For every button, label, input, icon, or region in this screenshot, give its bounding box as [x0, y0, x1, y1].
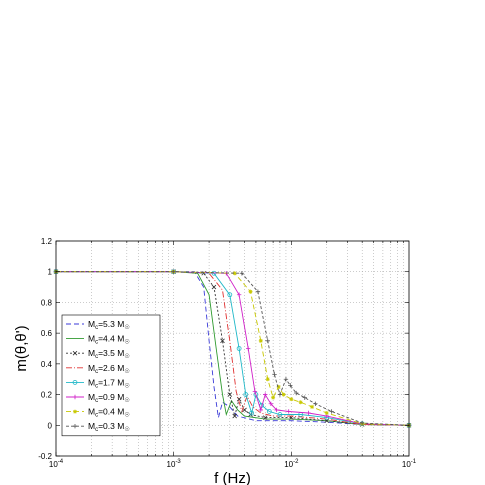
data-point-marker	[263, 392, 268, 397]
data-point-marker	[265, 377, 270, 382]
y-tick-label: 0	[48, 421, 53, 430]
legend-entry-label: Mc=4.4 M☉	[88, 334, 130, 346]
data-point-marker	[266, 409, 272, 414]
x-tick-label: 10-2	[284, 459, 299, 469]
data-point-marker	[329, 409, 334, 414]
data-point-marker	[236, 346, 242, 351]
legend-entry-label: Mc=3.5 M☉	[88, 348, 130, 360]
data-point-marker	[72, 379, 78, 385]
series-7	[54, 269, 411, 428]
data-point-marker	[249, 410, 255, 416]
y-tick-label: 0.4	[41, 360, 53, 369]
data-point-marker	[274, 407, 279, 413]
series-line	[56, 271, 410, 426]
data-point-marker	[277, 412, 283, 417]
data-point-marker	[220, 338, 225, 344]
legend-entry-label: Mc=5.3 M☉	[88, 319, 130, 331]
data-point-marker	[236, 292, 242, 297]
data-point-marker	[73, 409, 77, 414]
plot-frame	[55, 240, 410, 457]
y-axis-label: m(θ,θ')	[13, 325, 30, 371]
series-line	[56, 271, 410, 426]
data-point-marker	[72, 350, 78, 356]
legend-entry-label: Mc=0.4 M☉	[88, 407, 130, 419]
data-point-marker	[255, 289, 261, 294]
y-tick-labels: -0.2 0 0.2 0.4 0.6 0.8 1 1.2	[38, 237, 52, 461]
data-point-marker	[253, 392, 259, 397]
data-point-marker	[359, 420, 365, 426]
data-point-marker	[246, 346, 251, 351]
data-point-marker	[271, 395, 276, 400]
legend: Mc=5.3 M☉ Mc=4.4 M☉ Mc=3.5 M☉ Mc=2.6 M☉ Mc=1…	[61, 314, 161, 437]
data-point-marker	[232, 271, 237, 276]
data-point-marker	[239, 271, 245, 276]
data-point-marker	[252, 389, 258, 394]
data-point-marker	[306, 410, 311, 416]
legend-entry-label: Mc=1.7 M☉	[88, 377, 130, 389]
data-point-marker	[298, 400, 303, 405]
legend-box	[61, 314, 161, 437]
data-point-marker	[171, 269, 176, 274]
y-tick-label: 0.8	[41, 298, 53, 307]
legend-entry-label: Mc=0.3 M☉	[88, 421, 130, 433]
data-point-marker	[72, 394, 78, 400]
x-tick-label: 10-4	[49, 459, 64, 469]
legend-entry-label: Mc=0.9 M☉	[88, 392, 130, 404]
tick-marks	[55, 240, 409, 457]
x-tick-labels: 10-4 10-3 10-2 10-1	[49, 459, 417, 469]
data-point-marker	[310, 404, 315, 409]
data-point-marker	[313, 401, 318, 406]
data-point-marker	[283, 377, 289, 382]
data-point-marker	[232, 413, 237, 419]
x-tick-label: 10-3	[167, 459, 182, 469]
legend-entry-label: Mc=2.6 M☉	[88, 363, 130, 375]
data-point-marker	[302, 395, 307, 400]
data-point-marker	[248, 289, 253, 294]
data-point-marker	[288, 383, 293, 388]
data-point-marker	[265, 338, 270, 344]
grid-lines	[56, 241, 409, 456]
data-point-marker	[294, 390, 299, 396]
data-point-marker	[324, 411, 329, 415]
series-1	[56, 271, 410, 426]
y-tick-label: 1	[48, 268, 53, 277]
data-point-marker	[286, 409, 291, 414]
data-point-marker	[281, 392, 286, 397]
x-axis-label: f (Hz)	[214, 470, 251, 485]
data-point-marker	[276, 384, 281, 389]
data-point-marker	[227, 392, 233, 397]
data-point-marker	[258, 338, 263, 343]
y-tick-label: 0.2	[41, 391, 53, 400]
data-point-marker	[72, 424, 78, 429]
data-point-marker	[243, 392, 249, 397]
data-point-marker	[262, 415, 268, 420]
data-point-marker	[277, 392, 283, 397]
data-point-marker	[289, 397, 294, 402]
y-tick-label: 0.6	[41, 329, 53, 338]
series-2	[56, 271, 410, 426]
data-point-marker	[272, 372, 277, 377]
y-tick-label: 1.2	[41, 237, 53, 246]
data-point-marker	[258, 407, 263, 413]
y-tick-label: -0.2	[38, 452, 52, 461]
data-point-marker	[227, 292, 233, 298]
x-tick-label: 10-1	[402, 459, 417, 469]
data-point-marker	[268, 401, 274, 406]
data-point-marker	[211, 284, 217, 290]
